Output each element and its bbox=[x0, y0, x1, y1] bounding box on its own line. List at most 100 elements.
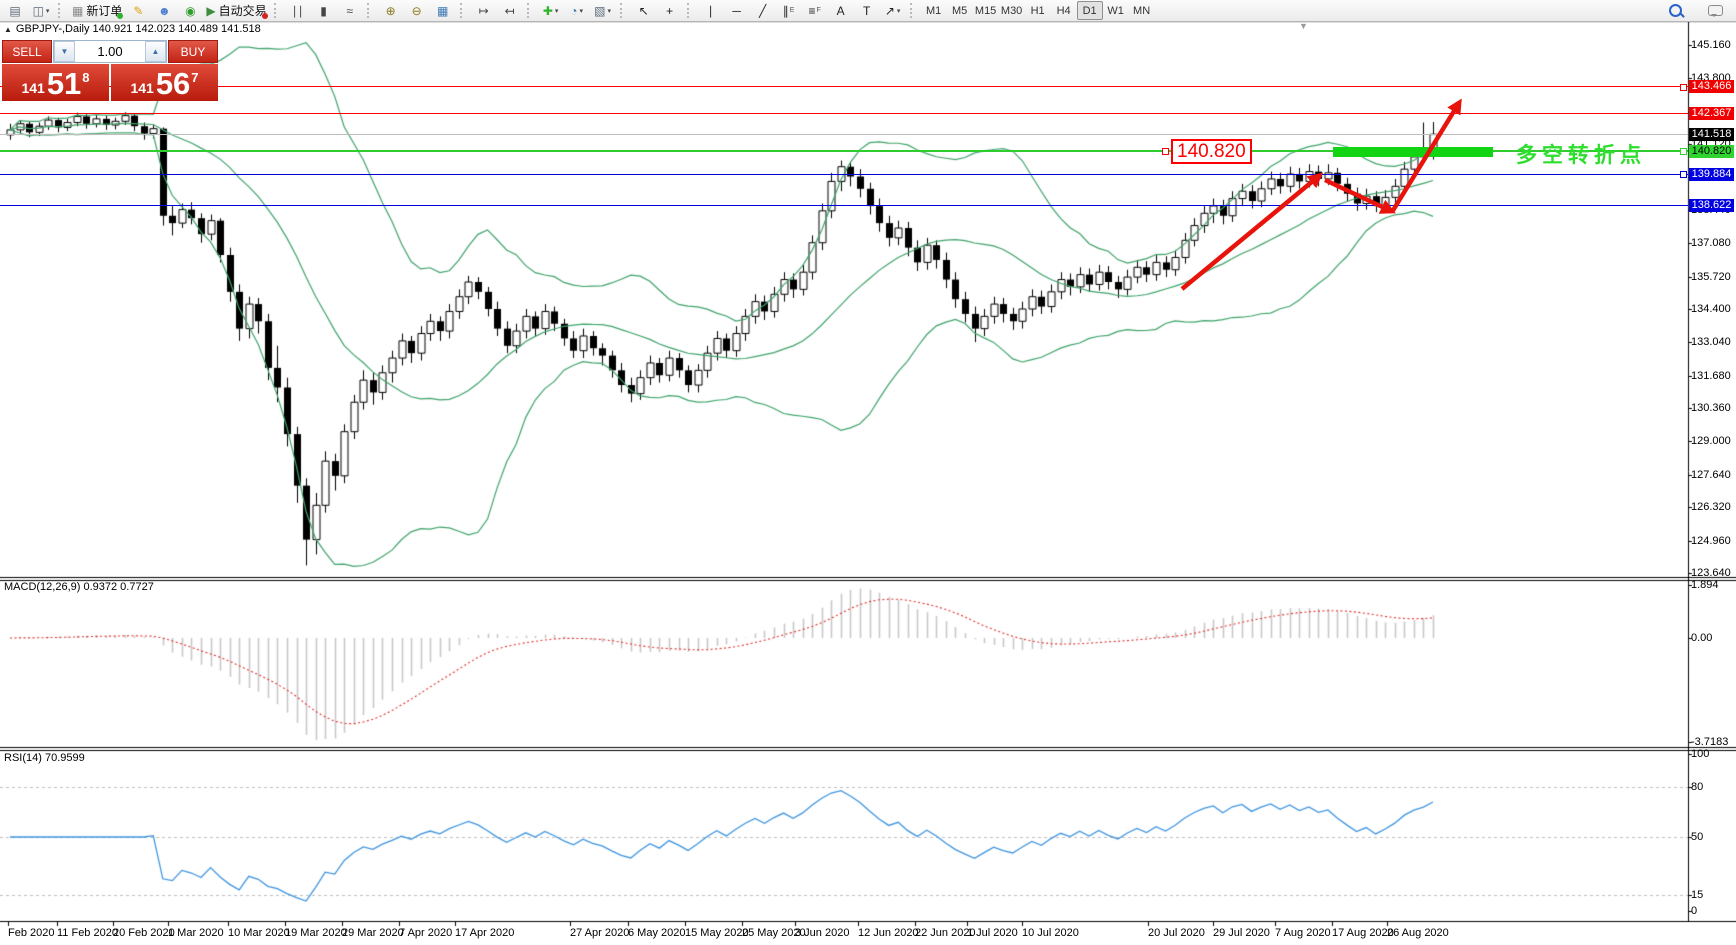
metaeditor-button[interactable]: ✎ bbox=[125, 1, 151, 21]
cursor-icon: ↖ bbox=[638, 3, 649, 18]
hline-142367[interactable] bbox=[0, 113, 1688, 115]
text-button[interactable]: A bbox=[828, 1, 854, 21]
support-zone-rectangle[interactable] bbox=[1333, 147, 1493, 157]
bar-chart-button[interactable]: ∣∣ bbox=[285, 1, 311, 21]
volume-increase-button[interactable]: ▲ bbox=[145, 41, 166, 62]
tf-w1-button[interactable]: W1 bbox=[1107, 4, 1124, 17]
macd-tick-1.894: 1.894 bbox=[1691, 579, 1719, 591]
signals-button[interactable]: ◉ bbox=[177, 1, 203, 21]
arrows-button[interactable]: ↗ ▾ bbox=[880, 1, 906, 21]
zoom-in-button[interactable]: ⊕ bbox=[378, 1, 404, 21]
sell-price-tile[interactable]: 141 51 8 bbox=[2, 64, 109, 101]
auto-trading-icon-accent bbox=[261, 12, 268, 19]
volume-input[interactable]: 1.00 bbox=[97, 44, 123, 59]
macd-indicator-label: MACD(12,26,9) 0.9372 0.7727 bbox=[4, 581, 154, 593]
marker-resistance-high-handle[interactable] bbox=[1680, 83, 1687, 91]
sell-price-pips: 51 bbox=[46, 66, 82, 101]
tile-windows-button[interactable]: ▦ bbox=[430, 1, 456, 21]
text-label-button[interactable]: T bbox=[854, 1, 880, 21]
expert-advisors-button[interactable]: ☻ bbox=[151, 1, 177, 21]
fibonacci-button[interactable]: ≡ F bbox=[802, 1, 828, 21]
trendline-button[interactable]: ╱ bbox=[750, 1, 776, 21]
templates-button[interactable]: ▧ ▾ bbox=[590, 1, 616, 21]
hline-last-price[interactable] bbox=[0, 133, 1688, 135]
search-button[interactable] bbox=[1662, 1, 1688, 21]
add-indicator-dropdown-caret[interactable]: ▾ bbox=[554, 7, 559, 15]
hline-143466[interactable] bbox=[0, 86, 1688, 88]
sell-price-point: 8 bbox=[82, 70, 90, 85]
price-tick-123.640: 123.640 bbox=[1691, 567, 1731, 579]
buy-button[interactable]: BUY bbox=[168, 40, 218, 63]
auto-trading-button[interactable]: ▶ 自动交易 bbox=[203, 1, 269, 21]
date-tick-1-Mar-2020: 1 Mar 2020 bbox=[168, 927, 224, 939]
price-tick-137.080: 137.080 bbox=[1691, 237, 1731, 250]
pivot-annotation-text[interactable]: 多空转折点 bbox=[1516, 144, 1646, 167]
date-tick-7-Apr-2020: 7 Apr 2020 bbox=[399, 927, 453, 939]
auto-scroll-button[interactable]: ↦ bbox=[471, 1, 497, 21]
new-chart-icon: ▤ bbox=[9, 3, 21, 18]
cursor-button[interactable]: ↖ bbox=[631, 1, 657, 21]
pivot-price-callout-handle[interactable] bbox=[1162, 148, 1169, 155]
arrows-dropdown-caret[interactable]: ▾ bbox=[896, 7, 901, 15]
symbol-ohlc-text: GBPJPY-,Daily 140.921 142.023 140.489 14… bbox=[15, 23, 261, 35]
new-order-button[interactable]: ▦ 新订单 bbox=[69, 1, 125, 21]
zoom-out-button[interactable]: ⊖ bbox=[404, 1, 430, 21]
tf-m5-button[interactable]: M5 bbox=[951, 4, 968, 17]
price-tick-124.960: 124.960 bbox=[1691, 534, 1731, 547]
tf-h1-button[interactable]: H1 bbox=[1030, 4, 1045, 17]
hline-139884[interactable] bbox=[0, 173, 1688, 175]
tf-m30-button[interactable]: M30 bbox=[1000, 4, 1023, 17]
collapse-panel-icon[interactable]: ▲ bbox=[4, 24, 12, 34]
tf-m15-button[interactable]: M15 bbox=[974, 4, 997, 17]
sell-button[interactable]: SELL bbox=[2, 40, 52, 63]
periods-button[interactable]: ◔ ▾ bbox=[564, 1, 590, 21]
marker-pivot-handle[interactable] bbox=[1680, 148, 1687, 156]
chart-shift-button[interactable]: ↤ bbox=[497, 1, 523, 21]
toolbar-separator bbox=[459, 3, 467, 18]
buy-price-figure: 141 bbox=[130, 80, 154, 96]
marker-last-price: 141.518 bbox=[1689, 127, 1734, 141]
chart-shift-marker[interactable]: ▼ bbox=[1299, 21, 1308, 31]
pivot-price-callout[interactable]: 140.820 bbox=[1171, 139, 1252, 164]
fibonacci-icon: ≡ bbox=[808, 3, 816, 18]
vertical-line-button[interactable]: ∣ bbox=[698, 1, 724, 21]
chart-shift-icon: ↤ bbox=[504, 3, 515, 18]
equidistant-channel-button[interactable]: ∥ E bbox=[776, 1, 802, 21]
sell-price-figure: 141 bbox=[21, 80, 45, 96]
chat-button[interactable] bbox=[1702, 1, 1728, 21]
horizontal-line-button[interactable]: ─ bbox=[724, 1, 750, 21]
tf-h4-button[interactable]: H4 bbox=[1056, 4, 1071, 17]
hline-138622[interactable] bbox=[0, 204, 1688, 206]
auto-trading-label: 自动交易 bbox=[218, 4, 267, 18]
macd-tick-0.00: 0.00 bbox=[1691, 632, 1713, 644]
tf-mn-button[interactable]: MN bbox=[1133, 4, 1151, 17]
crosshair-button[interactable]: + bbox=[657, 1, 683, 21]
periods-icon: ◔ bbox=[570, 3, 578, 18]
line-chart-button[interactable]: ≈ bbox=[337, 1, 363, 21]
hline-140820[interactable] bbox=[0, 150, 1688, 153]
date-tick-17-Apr-2020: 17 Apr 2020 bbox=[455, 927, 515, 939]
volume-decrease-button[interactable]: ▼ bbox=[54, 41, 75, 62]
date-tick-27-Apr-2020: 27 Apr 2020 bbox=[570, 927, 630, 939]
marker-support-1-handle[interactable] bbox=[1680, 171, 1687, 179]
tf-d1-button[interactable]: D1 bbox=[1076, 1, 1103, 20]
periods-dropdown-caret[interactable]: ▾ bbox=[579, 7, 583, 15]
candlestick-chart-button[interactable]: ▮ bbox=[311, 1, 337, 21]
date-tick-26-Aug-2020: 26 Aug 2020 bbox=[1387, 927, 1449, 939]
templates-dropdown-caret[interactable]: ▾ bbox=[607, 7, 612, 15]
chart-profiles-button[interactable]: ◫ ▾ bbox=[28, 1, 54, 21]
marker-support-1: 139.884 bbox=[1689, 167, 1734, 181]
macd-tick--3.7183: -3.7183 bbox=[1691, 736, 1729, 749]
buy-price-tile[interactable]: 141 56 7 bbox=[111, 64, 218, 101]
tf-m1-button[interactable]: M1 bbox=[925, 4, 942, 17]
add-indicator-button[interactable]: ✚ ▾ bbox=[538, 1, 564, 21]
chart-profiles-dropdown-caret[interactable]: ▾ bbox=[45, 7, 50, 15]
date-tick-6-May-2020: 6 May 2020 bbox=[628, 927, 686, 939]
date-tick-17-Aug-2020: 17 Aug 2020 bbox=[1332, 927, 1394, 939]
price-tick-130.360: 130.360 bbox=[1691, 402, 1731, 415]
marker-pivot: 140.820 bbox=[1689, 144, 1734, 158]
new-chart-button[interactable]: ▤ bbox=[2, 1, 28, 21]
text-label-icon: T bbox=[862, 3, 871, 18]
toolbar-separator bbox=[526, 3, 534, 18]
